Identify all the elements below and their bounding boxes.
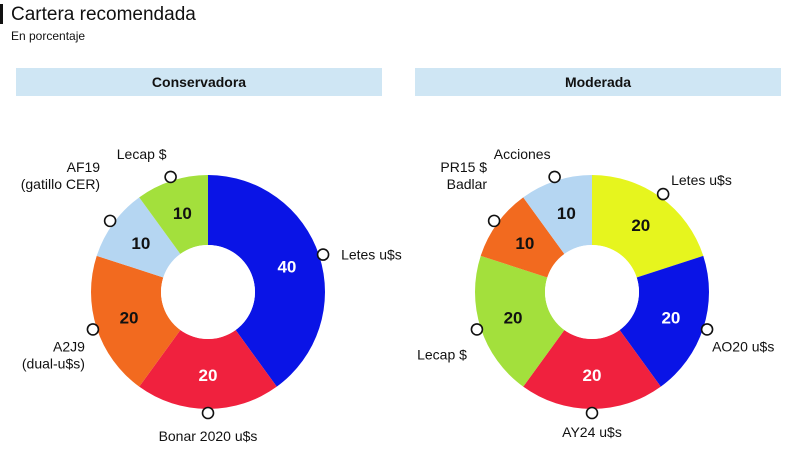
slice-value-label: 10 — [557, 204, 576, 223]
legend-label: PR15 $ — [440, 159, 487, 175]
donut-slice — [523, 175, 592, 254]
slice-value-label: 20 — [631, 216, 650, 235]
panel-header-moderada: Moderada — [415, 68, 781, 96]
slice-value-label: 10 — [515, 234, 534, 253]
legend-marker-dot — [548, 170, 561, 184]
legend-marker-dot — [487, 214, 501, 228]
slice-value-label: 40 — [277, 257, 296, 276]
legend-label: Lecap $ — [417, 346, 467, 362]
legend-label: (dual-u$s) — [22, 355, 85, 371]
legend-label: Badlar — [447, 176, 488, 192]
legend-label: AY24 u$s — [562, 424, 622, 440]
donut-hole — [545, 245, 639, 339]
slice-value-label: 20 — [199, 366, 218, 385]
legend-label: Bonar 2020 u$s — [159, 428, 258, 444]
donut-slice — [474, 255, 565, 387]
donut-0 — [91, 175, 326, 409]
donut-1 — [474, 175, 710, 410]
legend-label: A2J9 — [53, 338, 85, 354]
legend-marker-dot — [201, 406, 215, 420]
donut-slice — [523, 330, 661, 410]
donut-slice — [139, 330, 277, 409]
legend-marker-dot — [316, 248, 330, 261]
slice-value-label: 20 — [583, 366, 602, 385]
legend-marker-dot — [164, 170, 177, 184]
panel-header-conservadora: Conservadora — [16, 68, 382, 96]
slice-value-label: 10 — [173, 204, 192, 223]
legend-label: AO20 u$s — [712, 338, 774, 354]
legend-marker-dot — [103, 214, 117, 228]
legend-marker-dot — [585, 406, 599, 420]
legend-label: Letes u$s — [671, 172, 732, 188]
donut-slice — [208, 175, 326, 387]
legend-label: Letes u$s — [341, 247, 402, 263]
slice-value-label: 20 — [504, 309, 523, 328]
donut-0-labels: 40 Letes u$s 20 Bonar 2020 u$s 20 A2J9(dual-u… — [21, 146, 402, 444]
legend-marker-dot — [86, 323, 100, 336]
legend-marker-dot — [470, 323, 484, 336]
chart-subtitle: En porcentaje — [11, 29, 86, 43]
donut-slice — [96, 197, 181, 278]
donut-1-labels: 20 Letes u$s 20 AO20 u$s 20 AY24 u$s 20 Lecap $… — [417, 146, 774, 440]
legend-label: Lecap $ — [117, 146, 167, 162]
legend-label: AF19 — [67, 159, 101, 175]
donut-slice — [480, 197, 565, 278]
title-accent-bar — [0, 4, 3, 24]
donut-hole — [161, 245, 255, 339]
donut-slice — [619, 255, 710, 387]
donut-slice — [592, 175, 704, 278]
slice-value-label: 20 — [120, 309, 139, 328]
legend-marker-dot — [700, 323, 714, 336]
slice-value-label: 10 — [131, 234, 150, 253]
slice-value-label: 20 — [661, 309, 680, 328]
donut-slice — [91, 255, 181, 387]
legend-marker-dot — [656, 187, 670, 201]
chart-title: Cartera recomendada — [11, 4, 196, 25]
legend-label: (gatillo CER) — [21, 176, 100, 192]
donut-slice — [139, 175, 208, 254]
legend-label: Acciones — [494, 146, 551, 162]
